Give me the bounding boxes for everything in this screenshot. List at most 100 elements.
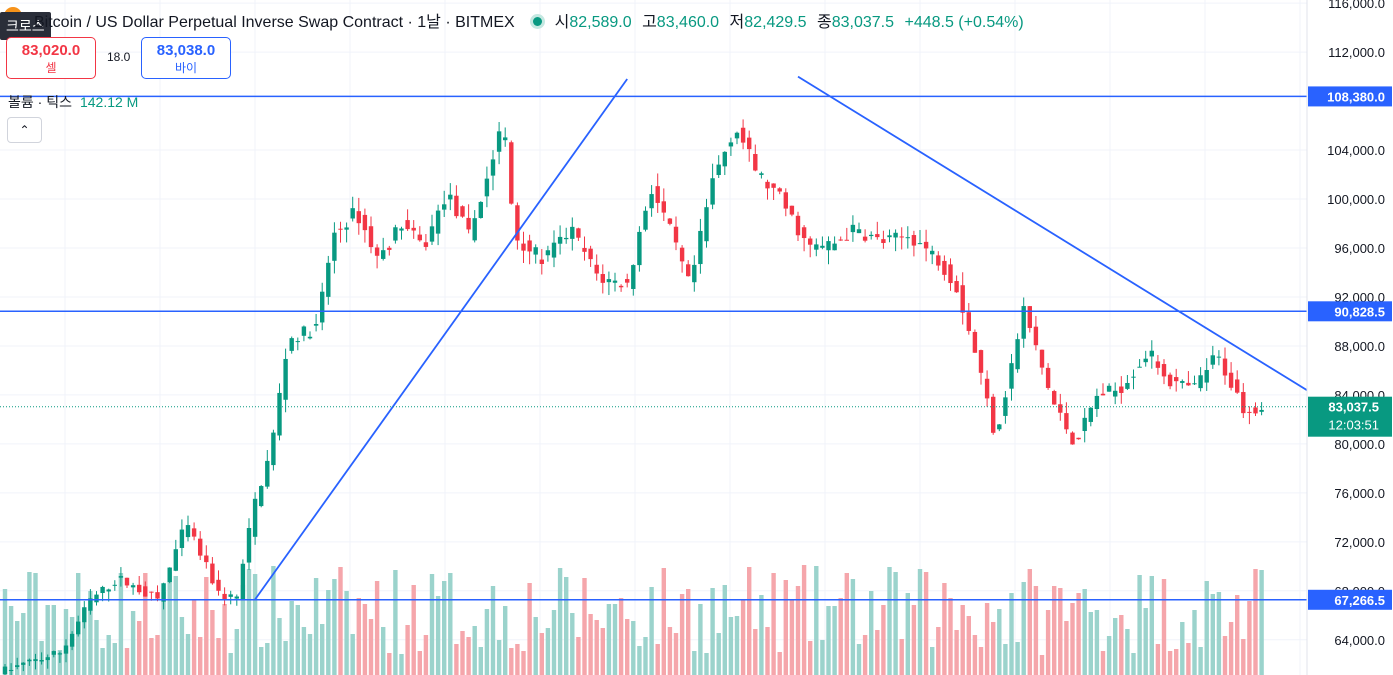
candle-body bbox=[838, 239, 843, 241]
candle-body bbox=[997, 424, 1002, 430]
candle-body bbox=[191, 528, 197, 537]
volume-bar bbox=[1204, 581, 1209, 675]
candle-body bbox=[1052, 391, 1057, 405]
candle-body bbox=[320, 291, 325, 323]
volume-bar bbox=[1052, 586, 1057, 675]
volume-bar bbox=[679, 594, 685, 675]
volume-bar bbox=[625, 619, 630, 675]
volume-bar bbox=[496, 640, 502, 675]
candle-body bbox=[259, 486, 264, 507]
volume-bar bbox=[454, 644, 459, 675]
volume-bar bbox=[728, 617, 734, 675]
candle-body bbox=[1216, 356, 1222, 358]
volume-bar bbox=[795, 586, 801, 675]
candle-body bbox=[1192, 383, 1197, 385]
volume-bar bbox=[991, 622, 996, 675]
volume-bar bbox=[826, 606, 831, 675]
volume-bar bbox=[1210, 594, 1215, 675]
volume-bar bbox=[637, 646, 642, 675]
candle-body bbox=[435, 210, 441, 234]
line-price-label-bg bbox=[1308, 86, 1392, 107]
candle-body bbox=[1113, 390, 1118, 397]
volume-bar bbox=[179, 617, 185, 675]
candle-body bbox=[1167, 374, 1173, 387]
candle-body bbox=[814, 244, 819, 250]
volume-legend[interactable]: 볼륨 · 틱스 142.12 M bbox=[8, 92, 138, 112]
candle-body bbox=[521, 243, 526, 251]
volume-bar bbox=[881, 605, 886, 675]
volume-bar bbox=[307, 634, 313, 675]
volume-bar bbox=[1113, 618, 1118, 675]
volume-bar bbox=[112, 643, 117, 675]
volume-bar bbox=[271, 566, 276, 675]
volume-bar bbox=[1100, 651, 1106, 675]
candle-body bbox=[966, 312, 971, 331]
volume-bar bbox=[8, 606, 14, 675]
volume-bar bbox=[332, 579, 337, 675]
candle-body bbox=[1125, 382, 1130, 389]
candle-body bbox=[484, 178, 490, 197]
candle-body bbox=[795, 215, 801, 236]
volume-bar bbox=[612, 604, 618, 675]
candle-body bbox=[137, 584, 142, 593]
volume-bar bbox=[167, 572, 172, 675]
candle-body bbox=[1235, 379, 1240, 393]
volume-bar bbox=[930, 647, 935, 675]
market-status-icon bbox=[533, 17, 543, 26]
candle-body bbox=[1186, 382, 1191, 386]
candle-body bbox=[423, 242, 429, 247]
candle-body bbox=[649, 194, 654, 209]
volume-bar bbox=[801, 565, 807, 675]
volume-bar bbox=[905, 593, 910, 675]
candle-body bbox=[747, 137, 752, 150]
candle-body bbox=[1094, 395, 1100, 410]
volume-bar bbox=[600, 628, 605, 675]
candle-body bbox=[1058, 404, 1063, 413]
candle-body bbox=[930, 250, 935, 255]
candle-body bbox=[1100, 393, 1106, 396]
volume-bar bbox=[149, 638, 154, 675]
sell-label: 셀 bbox=[45, 61, 57, 75]
candle-body bbox=[722, 151, 727, 167]
volume-bar bbox=[942, 583, 947, 675]
symbol-title[interactable]: Bitcoin / US Dollar Perpetual Inverse Sw… bbox=[34, 14, 515, 31]
volume-bar bbox=[1174, 649, 1179, 675]
volume-bar bbox=[442, 581, 447, 675]
candle-body bbox=[905, 237, 910, 239]
volume-bar bbox=[844, 573, 849, 675]
candle-body bbox=[570, 226, 575, 239]
volume-bar bbox=[1192, 610, 1197, 675]
volume-bar bbox=[33, 573, 38, 675]
candle-body bbox=[344, 227, 349, 230]
volume-bar bbox=[240, 585, 246, 675]
candle-body bbox=[1137, 366, 1142, 368]
volume-bar bbox=[1186, 643, 1191, 675]
candle-body bbox=[204, 555, 209, 563]
candle-body bbox=[783, 192, 788, 209]
buy-button[interactable]: 83,038.0 바이 bbox=[141, 37, 231, 79]
candle-body bbox=[771, 183, 776, 188]
volume-bar bbox=[210, 610, 215, 675]
candle-body bbox=[545, 250, 551, 256]
sell-button[interactable]: 83,020.0 셀 bbox=[6, 37, 96, 79]
candle-body bbox=[472, 218, 477, 241]
candle-body bbox=[826, 241, 831, 251]
volume-bar bbox=[783, 580, 788, 675]
candle-body bbox=[429, 226, 435, 242]
volume-bar bbox=[1228, 622, 1234, 675]
volume-bar bbox=[472, 626, 477, 675]
candle-body bbox=[222, 593, 227, 601]
symbol-header: Bitcoin / US Dollar Perpetual Inverse Sw… bbox=[34, 8, 1030, 32]
collapse-button[interactable]: ⌃ bbox=[7, 117, 42, 143]
volume-bar bbox=[1149, 576, 1154, 675]
volume-bar bbox=[1198, 647, 1203, 675]
volume-bar bbox=[21, 613, 26, 675]
candle-body bbox=[655, 186, 660, 203]
volume-bar bbox=[338, 567, 343, 675]
candle-body bbox=[374, 247, 380, 256]
volume-bar bbox=[948, 598, 953, 675]
candle-body bbox=[82, 607, 87, 623]
volume-bar bbox=[478, 647, 483, 675]
low-value: 82,429.5 bbox=[744, 14, 807, 31]
